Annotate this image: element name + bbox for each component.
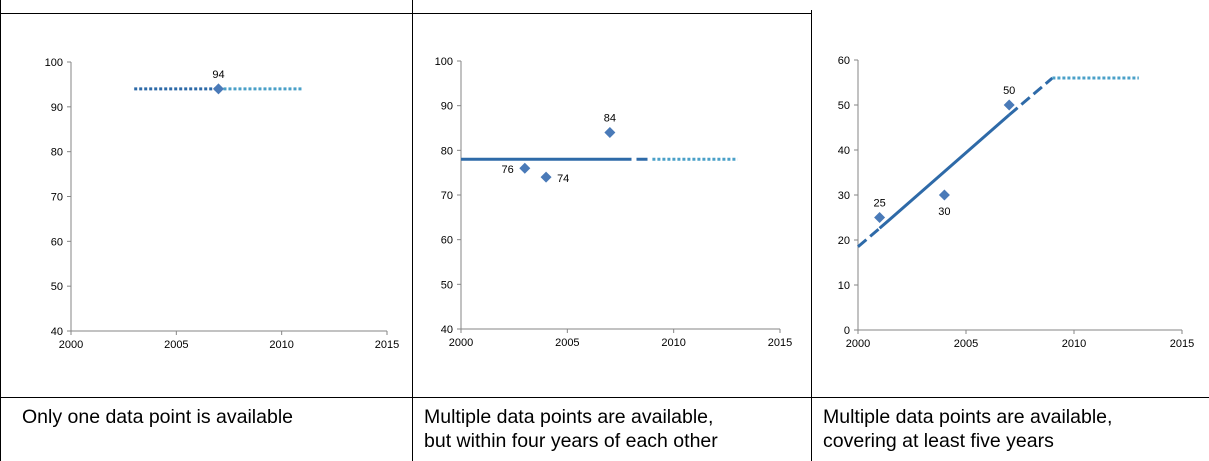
x-tick-label: 2015 xyxy=(375,339,399,351)
y-tick-label: 60 xyxy=(838,55,850,67)
y-tick-label: 100 xyxy=(435,56,453,68)
caption-line: Only one data point is available xyxy=(22,406,294,428)
y-tick-label: 30 xyxy=(838,190,850,202)
data-point-marker xyxy=(938,189,950,201)
x-tick-label: 2010 xyxy=(1062,338,1086,350)
chart-svg: 40 50 60 70 80 90 100 2000 2005 2010 2015 76 74 84 xyxy=(435,56,793,349)
data-point-label: 74 xyxy=(557,173,569,185)
y-tick-label: 50 xyxy=(838,100,850,112)
y-tick-label: 60 xyxy=(441,235,453,247)
x-tick-label: 2005 xyxy=(164,339,188,351)
x-tick-label: 2005 xyxy=(555,337,579,349)
y-tick-label: 80 xyxy=(51,147,63,159)
x-tick-label: 2000 xyxy=(449,337,473,349)
caption-single-point: Only one data point is available xyxy=(22,405,293,429)
caption-close-points: Multiple data points are available, but … xyxy=(424,405,718,453)
data-point-label: 76 xyxy=(502,164,514,176)
trend-line-solid xyxy=(878,113,1011,230)
y-tick-label: 40 xyxy=(441,324,453,336)
caption-line: covering at least five years xyxy=(823,430,1054,452)
data-point-label: 94 xyxy=(212,69,224,81)
data-point-label: 84 xyxy=(604,112,616,124)
table-divider-1 xyxy=(412,0,413,461)
caption-line: Multiple data points are available, xyxy=(424,406,714,428)
x-tick-label: 2015 xyxy=(768,337,792,349)
y-tick-label: 70 xyxy=(51,192,63,204)
chart-panel-single-point: 40 50 60 70 80 90 100 2000 2005 2010 2015 94 xyxy=(1,0,413,397)
y-tick-label: 10 xyxy=(838,280,850,292)
y-tick-label: 90 xyxy=(441,101,453,113)
trend-line-dashed xyxy=(857,227,881,248)
x-tick-label: 2010 xyxy=(269,339,293,351)
data-point-marker xyxy=(604,126,616,138)
chart-svg: 0 10 20 30 40 50 60 2000 2005 2010 2015 25 30 50 xyxy=(838,55,1194,350)
x-tick-label: 2005 xyxy=(954,338,978,350)
caption-spread-points: Multiple data points are available, cove… xyxy=(823,405,1112,453)
x-tick-label: 2000 xyxy=(846,338,870,350)
y-tick-label: 50 xyxy=(51,281,63,293)
x-tick-label: 2015 xyxy=(1170,338,1194,350)
table-border-top xyxy=(0,13,811,14)
table-row-divider xyxy=(0,397,1209,398)
chart-svg: 40 50 60 70 80 90 100 2000 2005 2010 2015 94 xyxy=(45,57,400,351)
data-point-marker xyxy=(1003,99,1015,111)
chart-panel-close-points: 40 50 60 70 80 90 100 2000 2005 2010 2015 76 74 84 xyxy=(413,0,811,397)
y-tick-label: 60 xyxy=(51,236,63,248)
y-tick-label: 40 xyxy=(51,326,63,338)
caption-line: but within four years of each other xyxy=(424,430,718,452)
y-tick-label: 80 xyxy=(441,145,453,157)
data-point-label: 50 xyxy=(1003,85,1015,97)
trend-line-dashed xyxy=(1008,76,1054,117)
caption-line: Multiple data points are available, xyxy=(823,406,1113,428)
table-border-left xyxy=(0,0,1,461)
y-tick-label: 90 xyxy=(51,102,63,114)
data-point-marker xyxy=(874,212,886,223)
x-tick-label: 2000 xyxy=(59,339,83,351)
y-tick-label: 50 xyxy=(441,279,453,291)
y-tick-label: 40 xyxy=(838,145,850,157)
y-tick-label: 70 xyxy=(441,190,453,202)
data-point-marker xyxy=(212,83,224,95)
data-point-label: 25 xyxy=(873,198,885,210)
data-point-marker xyxy=(540,171,552,183)
y-tick-label: 100 xyxy=(45,57,63,69)
chart-panel-spread-points: 0 10 20 30 40 50 60 2000 2005 2010 2015 25 30 50 xyxy=(812,0,1208,397)
data-point-label: 30 xyxy=(938,206,950,218)
table-divider-2 xyxy=(811,10,812,461)
data-point-marker xyxy=(519,162,531,174)
y-tick-label: 0 xyxy=(844,325,850,337)
x-tick-label: 2010 xyxy=(661,337,685,349)
y-tick-label: 20 xyxy=(838,235,850,247)
